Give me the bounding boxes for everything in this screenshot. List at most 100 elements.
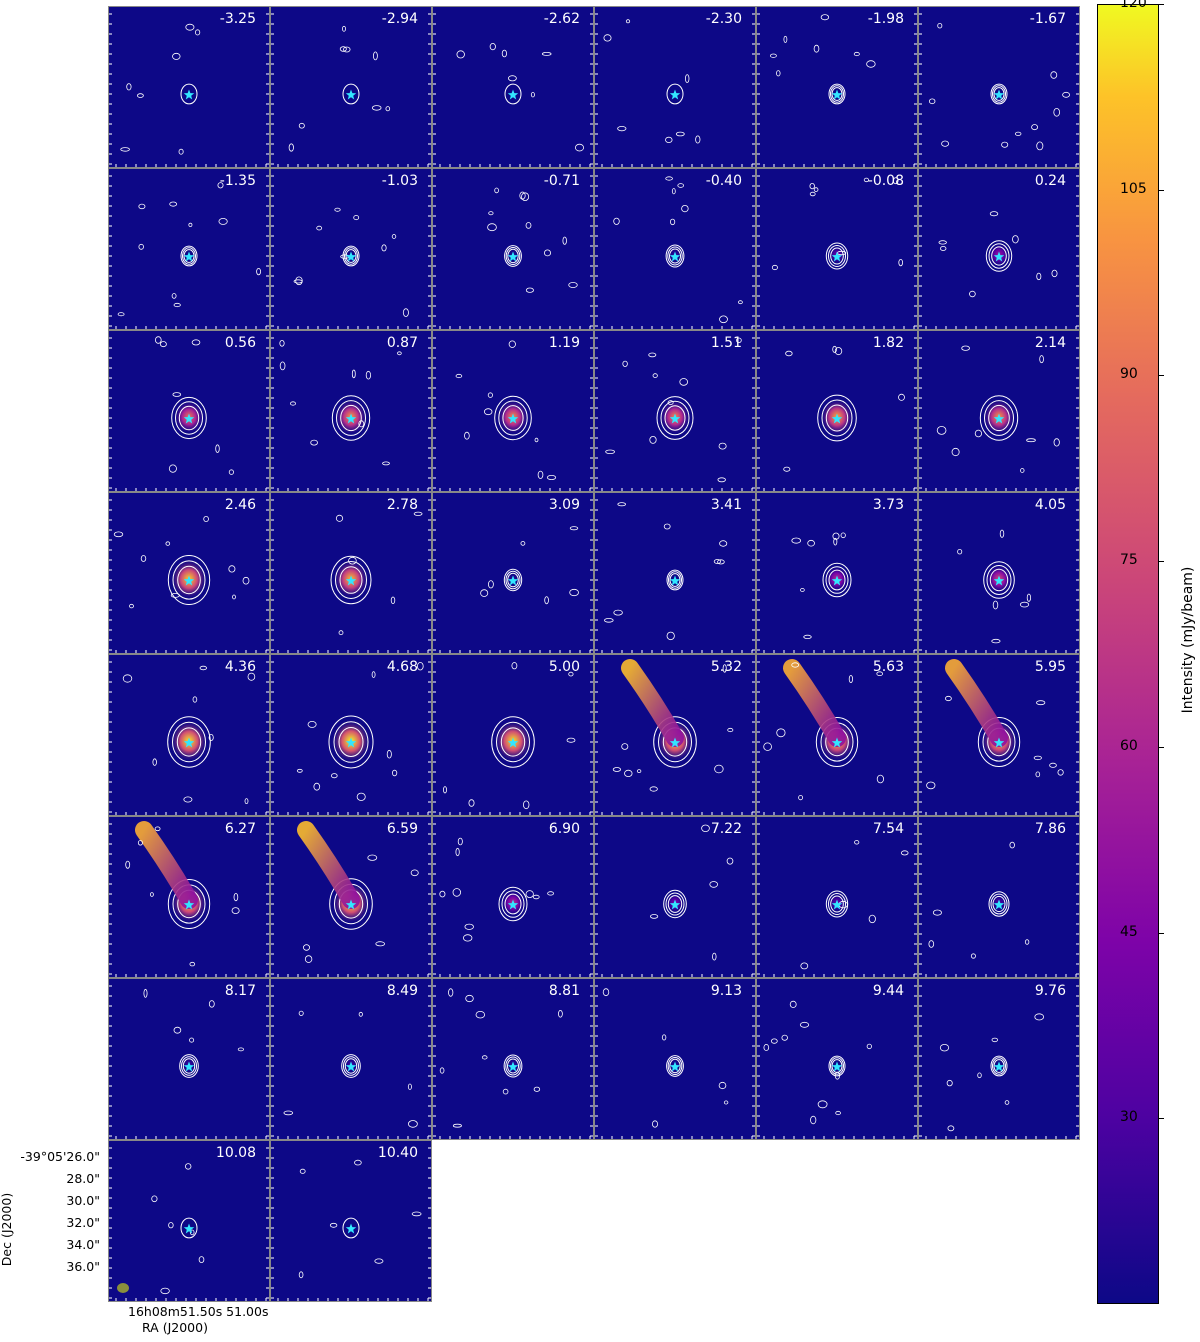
noise-contour	[622, 360, 628, 367]
channel-panel: 10.40	[270, 1140, 432, 1302]
noise-contour	[218, 218, 228, 225]
noise-contour	[530, 91, 535, 98]
velocity-label: 8.49	[386, 983, 418, 999]
noise-contour	[192, 696, 198, 703]
channel-panel: 5.00	[432, 654, 594, 816]
noise-contour	[484, 408, 493, 416]
noise-contour	[310, 439, 318, 446]
x-tick-labels: 16h08m51.50s 51.00s	[128, 1304, 269, 1319]
noise-contour	[168, 1222, 174, 1229]
noise-contour	[151, 1195, 158, 1203]
noise-contour	[303, 944, 311, 951]
channel-emission	[279, 339, 402, 466]
noise-contour	[165, 541, 171, 546]
velocity-label: -1.35	[219, 173, 256, 189]
noise-contour	[256, 268, 262, 276]
colorbar-tick-mark	[1159, 746, 1164, 748]
velocity-label: 9.76	[1034, 983, 1066, 999]
noise-contour	[143, 988, 148, 998]
channel-emission	[602, 988, 729, 1128]
noise-contour	[152, 758, 157, 766]
channel-panel: 7.86	[918, 816, 1080, 978]
noise-contour	[546, 474, 557, 480]
noise-contour	[508, 340, 516, 348]
noise-contour	[242, 576, 250, 585]
noise-contour	[191, 339, 201, 346]
noise-contour	[947, 1125, 955, 1132]
velocity-label: 8.81	[548, 983, 580, 999]
noise-contour	[511, 662, 518, 670]
noise-contour	[283, 1110, 294, 1116]
noise-contour	[999, 529, 1005, 538]
noise-contour	[417, 661, 424, 671]
noise-contour	[468, 799, 475, 807]
noise-contour	[232, 594, 236, 600]
noise-contour	[480, 589, 489, 597]
noise-contour	[840, 532, 846, 539]
velocity-label: -1.03	[381, 173, 418, 189]
noise-contour	[940, 246, 947, 252]
channel-emission	[928, 841, 1030, 959]
channel-panel: -1.67	[918, 6, 1080, 168]
channel-panel: 8.17	[108, 978, 270, 1140]
noise-contour	[397, 351, 402, 356]
channel-emission	[122, 665, 256, 805]
noise-contour	[817, 1100, 828, 1109]
velocity-label: 2.78	[386, 497, 418, 513]
noise-contour	[603, 34, 612, 42]
noise-contour	[977, 1072, 982, 1079]
noise-contour	[208, 1000, 215, 1008]
channel-panel: 1.82	[756, 330, 918, 492]
noise-contour	[938, 240, 947, 245]
noise-contour	[652, 373, 658, 378]
noise-contour	[544, 249, 552, 257]
noise-contour	[448, 988, 454, 997]
noise-contour	[866, 1043, 872, 1050]
noise-contour	[343, 46, 351, 53]
noise-contour	[228, 469, 235, 475]
noise-contour	[848, 674, 854, 683]
channel-panel: 3.73	[756, 492, 918, 654]
noise-contour	[173, 1026, 182, 1034]
noise-contour	[569, 588, 579, 597]
velocity-label: -1.98	[867, 11, 904, 27]
noise-contour	[185, 23, 195, 31]
noise-contour	[154, 336, 162, 344]
noise-contour	[487, 223, 497, 232]
noise-contour	[566, 737, 576, 743]
noise-contour	[1024, 939, 1030, 945]
noise-contour	[198, 1256, 205, 1263]
noise-contour	[1062, 91, 1071, 98]
y-tick-label: 30.0"	[66, 1193, 100, 1208]
noise-contour	[969, 290, 976, 298]
channel-emission	[603, 502, 728, 641]
noise-contour	[1035, 771, 1041, 778]
channel-panel: 9.44	[756, 978, 918, 1140]
noise-contour	[684, 74, 690, 83]
velocity-label: 6.27	[224, 821, 256, 837]
noise-contour	[799, 1021, 810, 1028]
noise-contour	[937, 23, 943, 29]
noise-contour	[652, 1120, 659, 1128]
noise-contour	[783, 35, 788, 43]
noise-contour	[989, 211, 999, 217]
velocity-label: 0.56	[224, 335, 256, 351]
noise-contour	[537, 470, 544, 479]
velocity-label: 9.44	[872, 983, 904, 999]
noise-contour	[329, 1222, 338, 1228]
channel-emission	[330, 511, 423, 636]
channel-panel: 5.95	[918, 654, 1080, 816]
noise-contour	[358, 1011, 363, 1017]
noise-contour	[237, 1047, 244, 1052]
noise-contour	[714, 764, 724, 774]
noise-contour	[475, 1011, 486, 1019]
noise-contour	[781, 1034, 788, 1041]
noise-contour	[304, 955, 313, 963]
channel-emission	[298, 1159, 422, 1279]
noise-contour	[717, 477, 726, 483]
noise-contour	[574, 143, 584, 152]
noise-contour	[649, 436, 657, 444]
colorbar-tick-label: 75	[1120, 552, 1138, 569]
noise-contour	[160, 1287, 170, 1295]
noise-contour	[944, 695, 952, 702]
